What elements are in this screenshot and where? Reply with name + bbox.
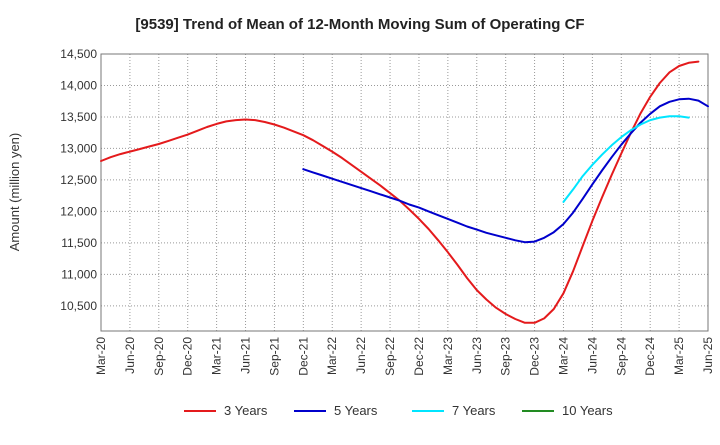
y-tick-label: 14,000 [60, 78, 97, 92]
y-tick-label: 14,500 [60, 47, 97, 61]
x-tick-label: Mar-25 [672, 337, 686, 375]
y-tick-label: 12,000 [60, 204, 97, 218]
x-tick-label: Sep-23 [499, 337, 513, 376]
legend: 3 Years 5 Years 7 Years 10 Years [184, 403, 613, 418]
x-tick-label: Mar-22 [325, 337, 339, 375]
x-tick-label: Dec-22 [412, 337, 426, 376]
legend-label-10-years: 10 Years [562, 403, 613, 418]
axis-layer: Mar-20 Jun-20 Sep-20 Dec-20 Mar-21 Jun-21 Sep-… [60, 47, 715, 376]
y-tick-label: 12,500 [60, 173, 97, 187]
x-tick-label: Sep-22 [383, 337, 397, 376]
x-tick-label: Dec-23 [528, 337, 542, 376]
x-tick-label: Sep-21 [267, 337, 281, 376]
legend-label-7-years: 7 Years [452, 403, 496, 418]
x-tick-label: Mar-21 [210, 337, 224, 375]
x-tick-label: Mar-24 [556, 337, 570, 375]
x-tick-label: Sep-24 [614, 337, 628, 376]
series-line-5-years [302, 97, 709, 244]
x-tick-label: Dec-21 [296, 337, 310, 376]
x-tick-label: Mar-20 [94, 337, 108, 375]
y-tick-label: 13,500 [60, 110, 97, 124]
x-tick-label: Sep-20 [152, 337, 166, 376]
y-tick-label: 11,500 [61, 236, 97, 250]
x-tick-label: Jun-20 [123, 337, 137, 374]
x-tick-label: Mar-23 [441, 337, 455, 375]
series-line-3-years [100, 60, 700, 324]
legend-label-5-years: 5 Years [334, 403, 378, 418]
chart-title: [9539] Trend of Mean of 12-Month Moving … [135, 16, 585, 33]
plot-area-frame [100, 53, 709, 332]
series-line-7-years [562, 115, 690, 203]
y-tick-label: 10,500 [60, 299, 97, 313]
grid-layer [100, 53, 709, 331]
x-tick-label: Dec-20 [181, 337, 195, 376]
x-tick-label: Jun-21 [239, 337, 253, 374]
x-tick-label: Jun-22 [354, 337, 368, 374]
x-tick-label: Jun-23 [470, 337, 484, 374]
y-tick-label: 11,000 [61, 267, 97, 281]
y-axis-label: Amount (million yen) [7, 133, 22, 252]
x-tick-label: Jun-24 [585, 337, 599, 374]
series-layer [100, 60, 709, 324]
y-tick-label: 13,000 [60, 141, 97, 155]
x-tick-label: Dec-24 [643, 337, 657, 376]
x-tick-label: Jun-25 [701, 337, 715, 374]
legend-label-3-years: 3 Years [224, 403, 268, 418]
